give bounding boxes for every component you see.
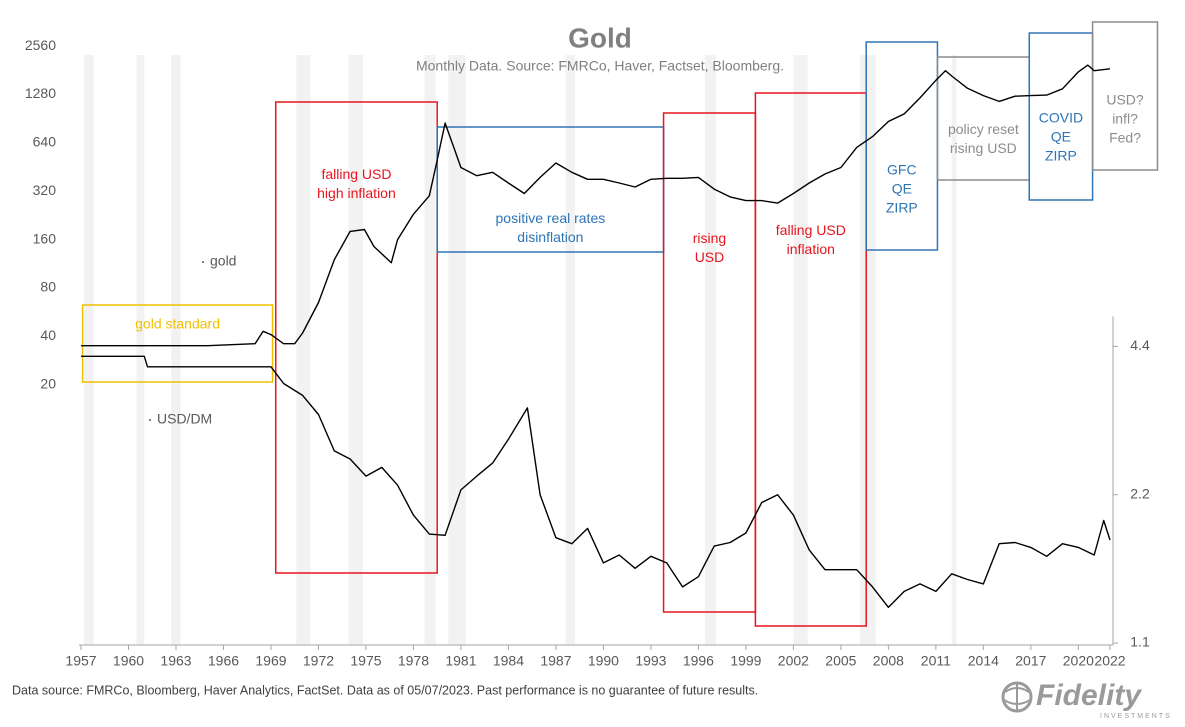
shaded-period bbox=[296, 55, 311, 645]
annotation-box bbox=[1091, 21, 1159, 171]
series-label: gold bbox=[210, 253, 236, 269]
annotation-box bbox=[81, 304, 274, 383]
y-tick-label: 640 bbox=[33, 134, 57, 150]
annotation-text: ZIRP bbox=[886, 200, 918, 216]
shaded-period bbox=[859, 55, 876, 645]
shaded-period bbox=[424, 55, 436, 645]
annotation-text: high inflation bbox=[317, 185, 396, 201]
annotation-text: policy reset bbox=[948, 121, 1019, 137]
x-tick-label: 1987 bbox=[540, 653, 571, 669]
annotation-text: USD bbox=[695, 249, 725, 265]
legend-dot bbox=[202, 261, 204, 263]
annotation-text: GFC bbox=[887, 162, 917, 178]
brand-logo: Fidelity INVESTMENTS bbox=[1001, 679, 1172, 720]
x-tick-label: 2005 bbox=[825, 653, 856, 669]
x-tick-label: 1993 bbox=[635, 653, 666, 669]
x-tick-label: 1999 bbox=[730, 653, 761, 669]
plot-layer: 1957 1960 1963 1966 1969 1972 1975 1978 1981 1984… bbox=[25, 21, 1159, 669]
x-tick-label: 1984 bbox=[493, 653, 524, 669]
x-tick-label: 1990 bbox=[588, 653, 619, 669]
x-tick-label: 1960 bbox=[113, 653, 144, 669]
brand-sub: INVESTMENTS bbox=[1100, 713, 1172, 720]
y2-tick-label: 1.1 bbox=[1130, 634, 1150, 650]
y-tick-label: 80 bbox=[40, 279, 56, 295]
annotation-text: rising bbox=[693, 230, 726, 246]
shaded-period bbox=[348, 55, 363, 645]
y-tick-label: 1280 bbox=[25, 85, 56, 101]
annotation-box bbox=[754, 92, 867, 627]
annotation-text: USD? bbox=[1106, 92, 1144, 108]
y-tick-label: 320 bbox=[33, 182, 57, 198]
y-tick-label: 20 bbox=[40, 375, 56, 391]
legend-dot bbox=[149, 419, 151, 421]
y2-tick-label: 2.2 bbox=[1130, 485, 1150, 501]
x-tick-label: 2022 bbox=[1094, 653, 1125, 669]
x-tick-label: 2011 bbox=[921, 653, 951, 669]
x-tick-label: 1969 bbox=[255, 653, 286, 669]
y-tick-label: 160 bbox=[33, 230, 57, 246]
annotation-text: falling USD bbox=[321, 166, 391, 182]
annotation-text: QE bbox=[892, 181, 912, 197]
annotation-text: rising USD bbox=[950, 140, 1017, 156]
x-tick-label: 1957 bbox=[65, 653, 96, 669]
shaded-period bbox=[951, 55, 957, 645]
y-tick-label: 40 bbox=[40, 327, 56, 343]
y-tick-label: 2560 bbox=[25, 37, 56, 53]
x-tick-label: 1975 bbox=[350, 653, 381, 669]
brand-name: Fidelity bbox=[1036, 679, 1142, 712]
shaded-period bbox=[565, 55, 575, 645]
annotation-text: Fed? bbox=[1109, 130, 1141, 146]
shaded-period bbox=[448, 55, 466, 645]
x-tick-label: 2014 bbox=[968, 653, 999, 669]
x-tick-label: 2002 bbox=[778, 653, 809, 669]
x-tick-label: 2008 bbox=[873, 653, 904, 669]
footnote: Data source: FMRCo, Bloomberg, Haver Ana… bbox=[12, 683, 758, 697]
x-tick-label: 1996 bbox=[683, 653, 714, 669]
annotation-text: infl? bbox=[1112, 111, 1138, 127]
annotation-text: COVID bbox=[1039, 110, 1083, 126]
shaded-period bbox=[84, 55, 94, 645]
chart-title: Gold bbox=[568, 22, 632, 53]
annotation-text: disinflation bbox=[517, 229, 583, 245]
annotation-text: falling USD bbox=[776, 222, 846, 238]
annotation-text: inflation bbox=[787, 241, 835, 257]
x-tick-label: 1966 bbox=[208, 653, 239, 669]
annotation-text: QE bbox=[1051, 129, 1071, 145]
shaded-period bbox=[171, 55, 181, 645]
x-tick-label: 2020 bbox=[1063, 653, 1094, 669]
annotation-text: positive real rates bbox=[496, 210, 606, 226]
logo-lines bbox=[1003, 683, 1031, 711]
series-line bbox=[81, 355, 1111, 608]
annotation-text: gold standard bbox=[135, 316, 220, 332]
x-tick-label: 1981 bbox=[445, 653, 476, 669]
x-tick-label: 1963 bbox=[160, 653, 191, 669]
shading-layer bbox=[84, 55, 957, 645]
x-tick-label: 1972 bbox=[303, 653, 334, 669]
y2-tick-label: 4.4 bbox=[1130, 337, 1150, 353]
series-line bbox=[81, 64, 1111, 347]
shaded-period bbox=[793, 55, 808, 645]
annotation-text: ZIRP bbox=[1045, 148, 1077, 164]
shaded-period bbox=[136, 55, 145, 645]
series-label: USD/DM bbox=[157, 411, 212, 427]
x-tick-label: 2017 bbox=[1015, 653, 1046, 669]
chart-subtitle: Monthly Data. Source: FMRCo, Haver, Fact… bbox=[416, 58, 784, 74]
x-tick-label: 1978 bbox=[398, 653, 429, 669]
shaded-period bbox=[704, 55, 716, 645]
